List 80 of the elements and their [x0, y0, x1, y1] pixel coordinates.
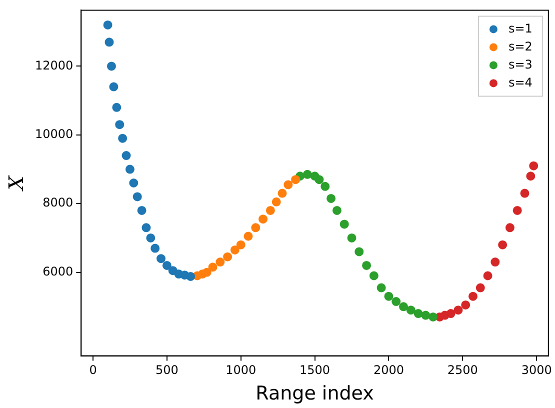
point	[251, 223, 260, 232]
point	[258, 214, 268, 224]
point	[392, 297, 401, 306]
point	[354, 247, 364, 256]
point	[529, 161, 538, 170]
point	[244, 232, 253, 241]
legend-label: s=1	[508, 21, 532, 36]
point	[125, 164, 134, 174]
legend-label: s=2	[508, 39, 532, 54]
point	[266, 206, 275, 215]
y-tick-label: 12000	[34, 58, 74, 72]
point	[498, 240, 508, 250]
point	[129, 178, 138, 188]
point	[446, 309, 456, 318]
point	[454, 306, 463, 315]
x-tick-label: 1000	[226, 363, 256, 378]
y-tick-label: 10000	[34, 127, 74, 142]
x-tick-label: 2000	[373, 363, 404, 378]
legend-label: s=3	[508, 57, 532, 72]
point	[421, 310, 430, 320]
point	[347, 233, 356, 242]
x-tick-label: 0	[89, 363, 97, 378]
x-tick-label: 1500	[300, 363, 330, 378]
point	[332, 206, 342, 215]
point	[340, 220, 349, 229]
point	[399, 302, 408, 312]
point	[103, 20, 112, 30]
point	[208, 262, 218, 272]
point	[150, 244, 160, 253]
point	[326, 194, 336, 203]
point	[302, 170, 312, 179]
point	[468, 292, 478, 301]
point	[236, 240, 246, 250]
point	[376, 283, 386, 292]
x-tick-label: 500	[155, 363, 178, 378]
point	[272, 197, 281, 206]
point	[505, 223, 514, 232]
point	[104, 38, 114, 47]
point	[461, 300, 470, 310]
point	[490, 258, 500, 267]
point	[362, 260, 372, 270]
point	[230, 245, 240, 254]
point	[162, 260, 172, 270]
point	[520, 188, 530, 198]
point	[406, 306, 416, 315]
y-axis-title: X	[4, 175, 28, 192]
point	[320, 182, 330, 191]
point	[106, 62, 116, 71]
point	[112, 102, 122, 112]
point	[223, 252, 232, 262]
point	[384, 292, 394, 301]
point	[278, 188, 287, 198]
point	[132, 192, 142, 202]
point	[428, 312, 438, 322]
point	[284, 180, 293, 190]
point	[483, 271, 492, 280]
x-axis-title: Range index	[256, 382, 374, 405]
point	[156, 254, 166, 264]
point	[146, 233, 156, 242]
point	[118, 134, 128, 143]
legend-label: s=4	[508, 75, 532, 90]
y-tick-label: 6000	[42, 264, 74, 278]
x-tick-label: 2500	[447, 363, 478, 378]
point	[115, 120, 124, 130]
point	[526, 172, 536, 181]
point	[512, 206, 522, 215]
point	[202, 268, 212, 277]
point	[291, 175, 300, 184]
point	[369, 271, 378, 280]
point	[142, 223, 151, 232]
point	[414, 309, 423, 318]
point	[216, 258, 225, 267]
y-tick-label: 8000	[42, 196, 74, 210]
point	[186, 272, 196, 281]
point	[476, 283, 485, 292]
point	[314, 175, 324, 184]
x-tick-label: 3000	[521, 363, 552, 378]
point	[109, 82, 118, 92]
point	[137, 206, 146, 215]
point	[122, 151, 131, 160]
